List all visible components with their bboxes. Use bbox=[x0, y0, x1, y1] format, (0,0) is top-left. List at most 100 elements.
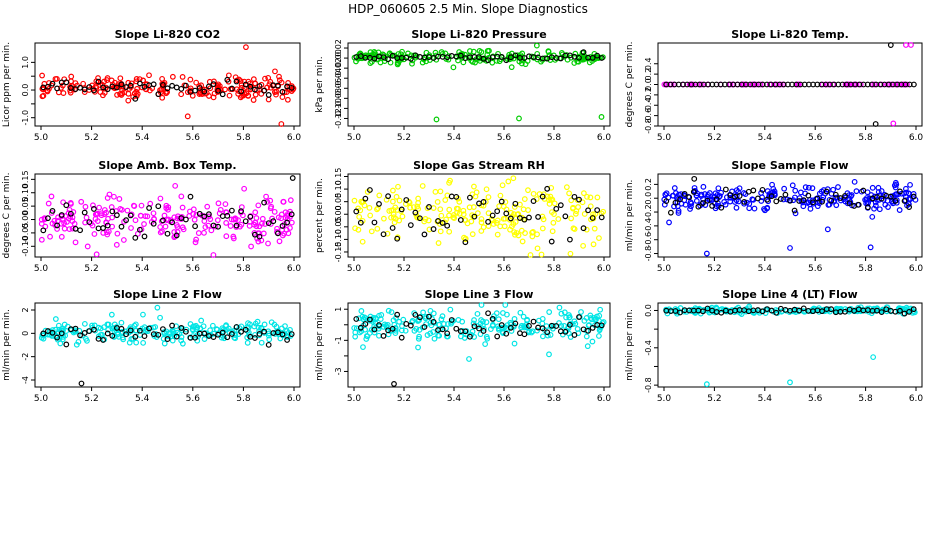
data-point bbox=[97, 89, 104, 95]
x-tick-label: 5.0 bbox=[34, 394, 49, 404]
y-tick-label: -0.4 bbox=[644, 218, 653, 234]
data-point bbox=[878, 188, 885, 194]
data-point bbox=[80, 80, 87, 87]
reference-point bbox=[228, 207, 235, 214]
data-point bbox=[78, 198, 85, 205]
data-point bbox=[207, 327, 213, 334]
reference-point bbox=[275, 82, 281, 89]
data-point bbox=[388, 214, 394, 221]
reference-point bbox=[228, 85, 235, 92]
reference-point bbox=[787, 197, 793, 204]
data-point bbox=[769, 181, 775, 188]
data-point bbox=[374, 225, 381, 232]
x-tick-label: 5.0 bbox=[657, 394, 672, 404]
data-point bbox=[518, 56, 525, 63]
x-tick-label: 5.4 bbox=[758, 133, 773, 143]
y-tick-label: 0.0 bbox=[644, 78, 653, 91]
data-point bbox=[281, 331, 288, 337]
data-point bbox=[547, 193, 554, 200]
data-point bbox=[66, 226, 73, 232]
data-point bbox=[456, 210, 463, 217]
plot-frame bbox=[657, 173, 923, 258]
reference-point bbox=[417, 314, 423, 321]
data-point bbox=[807, 205, 814, 212]
reference-point bbox=[407, 322, 414, 329]
plot-frame bbox=[347, 42, 611, 127]
data-point bbox=[600, 208, 607, 215]
reference-point bbox=[407, 55, 414, 62]
data-point bbox=[589, 338, 596, 345]
reference-point bbox=[233, 324, 240, 330]
data-point bbox=[432, 49, 439, 56]
data-point bbox=[52, 316, 59, 322]
data-point bbox=[67, 84, 73, 90]
data-point bbox=[490, 221, 497, 227]
reference-point bbox=[261, 199, 268, 206]
panel-8: Slope Line 3 Flow ml/min per min. 5.0 5.2 5.… bbox=[315, 288, 611, 404]
data-point bbox=[213, 326, 220, 333]
data-point bbox=[95, 75, 101, 81]
data-point bbox=[197, 325, 204, 332]
reference-point bbox=[745, 188, 752, 195]
data-point bbox=[489, 59, 496, 66]
data-point bbox=[376, 332, 382, 339]
outlier-point bbox=[433, 116, 440, 123]
reference-point bbox=[284, 219, 291, 226]
reference-point bbox=[444, 330, 451, 337]
reference-point bbox=[40, 227, 47, 234]
data-point bbox=[905, 190, 912, 197]
data-point bbox=[265, 240, 271, 247]
reference-point bbox=[215, 223, 222, 230]
data-point bbox=[392, 324, 399, 331]
data-point bbox=[563, 184, 570, 191]
reference-point bbox=[403, 197, 410, 203]
y-tick-label: -0.10 bbox=[334, 98, 343, 119]
reference-point bbox=[380, 332, 387, 339]
reference-point bbox=[594, 207, 601, 214]
data-point bbox=[439, 313, 446, 320]
data-point bbox=[179, 204, 186, 211]
reference-point bbox=[901, 198, 908, 204]
data-point bbox=[733, 204, 740, 211]
y-tick-label: -0.8 bbox=[644, 246, 653, 262]
data-point bbox=[117, 75, 124, 82]
reference-point bbox=[81, 330, 88, 336]
reference-point bbox=[421, 324, 428, 330]
reference-point bbox=[279, 88, 286, 95]
outlier-point bbox=[703, 381, 710, 388]
data-point bbox=[876, 206, 883, 213]
data-point bbox=[178, 193, 185, 200]
data-point bbox=[83, 214, 90, 221]
reference-point bbox=[141, 333, 148, 340]
reference-point bbox=[394, 311, 401, 318]
reference-point bbox=[371, 219, 378, 226]
data-point bbox=[478, 216, 485, 222]
data-point bbox=[266, 336, 273, 343]
reference-point bbox=[530, 198, 537, 204]
reference-point bbox=[704, 197, 711, 204]
y-tick-label: 0.0 bbox=[21, 84, 30, 97]
data-point bbox=[502, 302, 509, 308]
reference-point bbox=[90, 206, 97, 212]
reference-point bbox=[251, 335, 258, 341]
data-point bbox=[237, 223, 243, 230]
data-point bbox=[546, 309, 553, 315]
outlier-point bbox=[703, 250, 710, 257]
data-point bbox=[566, 314, 573, 321]
data-point bbox=[443, 216, 449, 223]
x-tick-label: 5.4 bbox=[758, 394, 773, 404]
data-point bbox=[833, 202, 840, 209]
x-tick-label: 5.0 bbox=[657, 133, 672, 143]
data-point bbox=[223, 219, 230, 226]
panel-1: Slope Li-820 CO2 Licor ppm per min. 5.0 5.2… bbox=[2, 28, 301, 143]
data-point bbox=[248, 243, 254, 250]
data-point bbox=[399, 213, 406, 220]
data-point bbox=[262, 221, 268, 227]
y-tick-label: -0.12 bbox=[334, 108, 343, 129]
reference-point bbox=[146, 325, 153, 332]
data-point bbox=[119, 90, 126, 97]
panel-4: Slope Amb. Box Temp. degrees C per min. 5.… bbox=[2, 159, 301, 274]
reference-point bbox=[828, 306, 835, 313]
reference-point bbox=[40, 330, 47, 337]
data-point bbox=[409, 317, 416, 324]
